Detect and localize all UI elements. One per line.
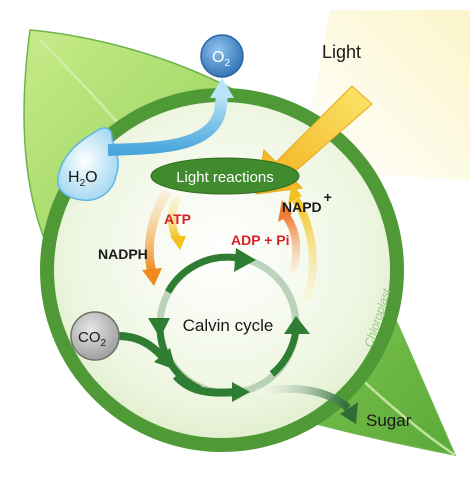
co2-inflow-arrow: [117, 332, 165, 359]
h2o-label: H2O: [68, 169, 98, 189]
sugar-flow-head-1-icon: [232, 382, 250, 402]
h2o-pre: H: [68, 169, 80, 186]
sugar-flow-arrow-lower: [172, 373, 237, 397]
napd-main: NAPD: [282, 199, 322, 215]
napd-arrow-head-icon: [288, 184, 302, 204]
co2-label: CO2: [78, 329, 107, 349]
sugar-outflow-arrow: [255, 384, 351, 412]
co2-arrow-head-icon: [154, 348, 176, 370]
adp-arrow-head-icon: [278, 200, 292, 222]
h2o-sub: 2: [80, 178, 86, 189]
light-label: Light: [322, 42, 361, 62]
o2-main: O: [212, 49, 224, 66]
adp-arrow: [282, 213, 301, 274]
nadph-arrow-head-icon: [142, 268, 162, 286]
calvin-cycle-label: Calvin cycle: [183, 316, 274, 335]
o2-sub: 2: [224, 58, 230, 69]
o2-arrow-head-icon: [210, 78, 234, 98]
nadph-label: NADPH: [98, 246, 148, 262]
napd-plus-label: NAPD+: [282, 189, 332, 215]
light-reactions-label: Light reactions: [176, 169, 274, 186]
co2-sub: 2: [101, 338, 107, 349]
atp-arrow-head-icon: [170, 236, 186, 250]
sugar-label: Sugar: [366, 411, 412, 430]
atp-label: ATP: [164, 211, 191, 227]
light-reactions-ellipse: [150, 157, 300, 195]
nadph-arrow: [144, 189, 172, 274]
calvin-arrow-head-left-icon: [148, 318, 170, 338]
calvin-arrow-head-right-icon: [284, 316, 310, 334]
o2-release-arrow: [107, 95, 228, 156]
napd-sup: +: [324, 189, 332, 205]
calvin-arrow-head-top-icon: [234, 248, 256, 272]
co2-bubble: [70, 311, 120, 361]
napd-arrow: [292, 197, 317, 302]
o2-label: O2: [212, 49, 230, 69]
sugar-arrow-head-icon: [340, 402, 358, 424]
co2-main: CO: [78, 329, 101, 346]
adp-pi-label: ADP + Pi: [231, 232, 290, 248]
h2o-post: O: [85, 169, 97, 186]
o2-bubble: [200, 34, 244, 78]
